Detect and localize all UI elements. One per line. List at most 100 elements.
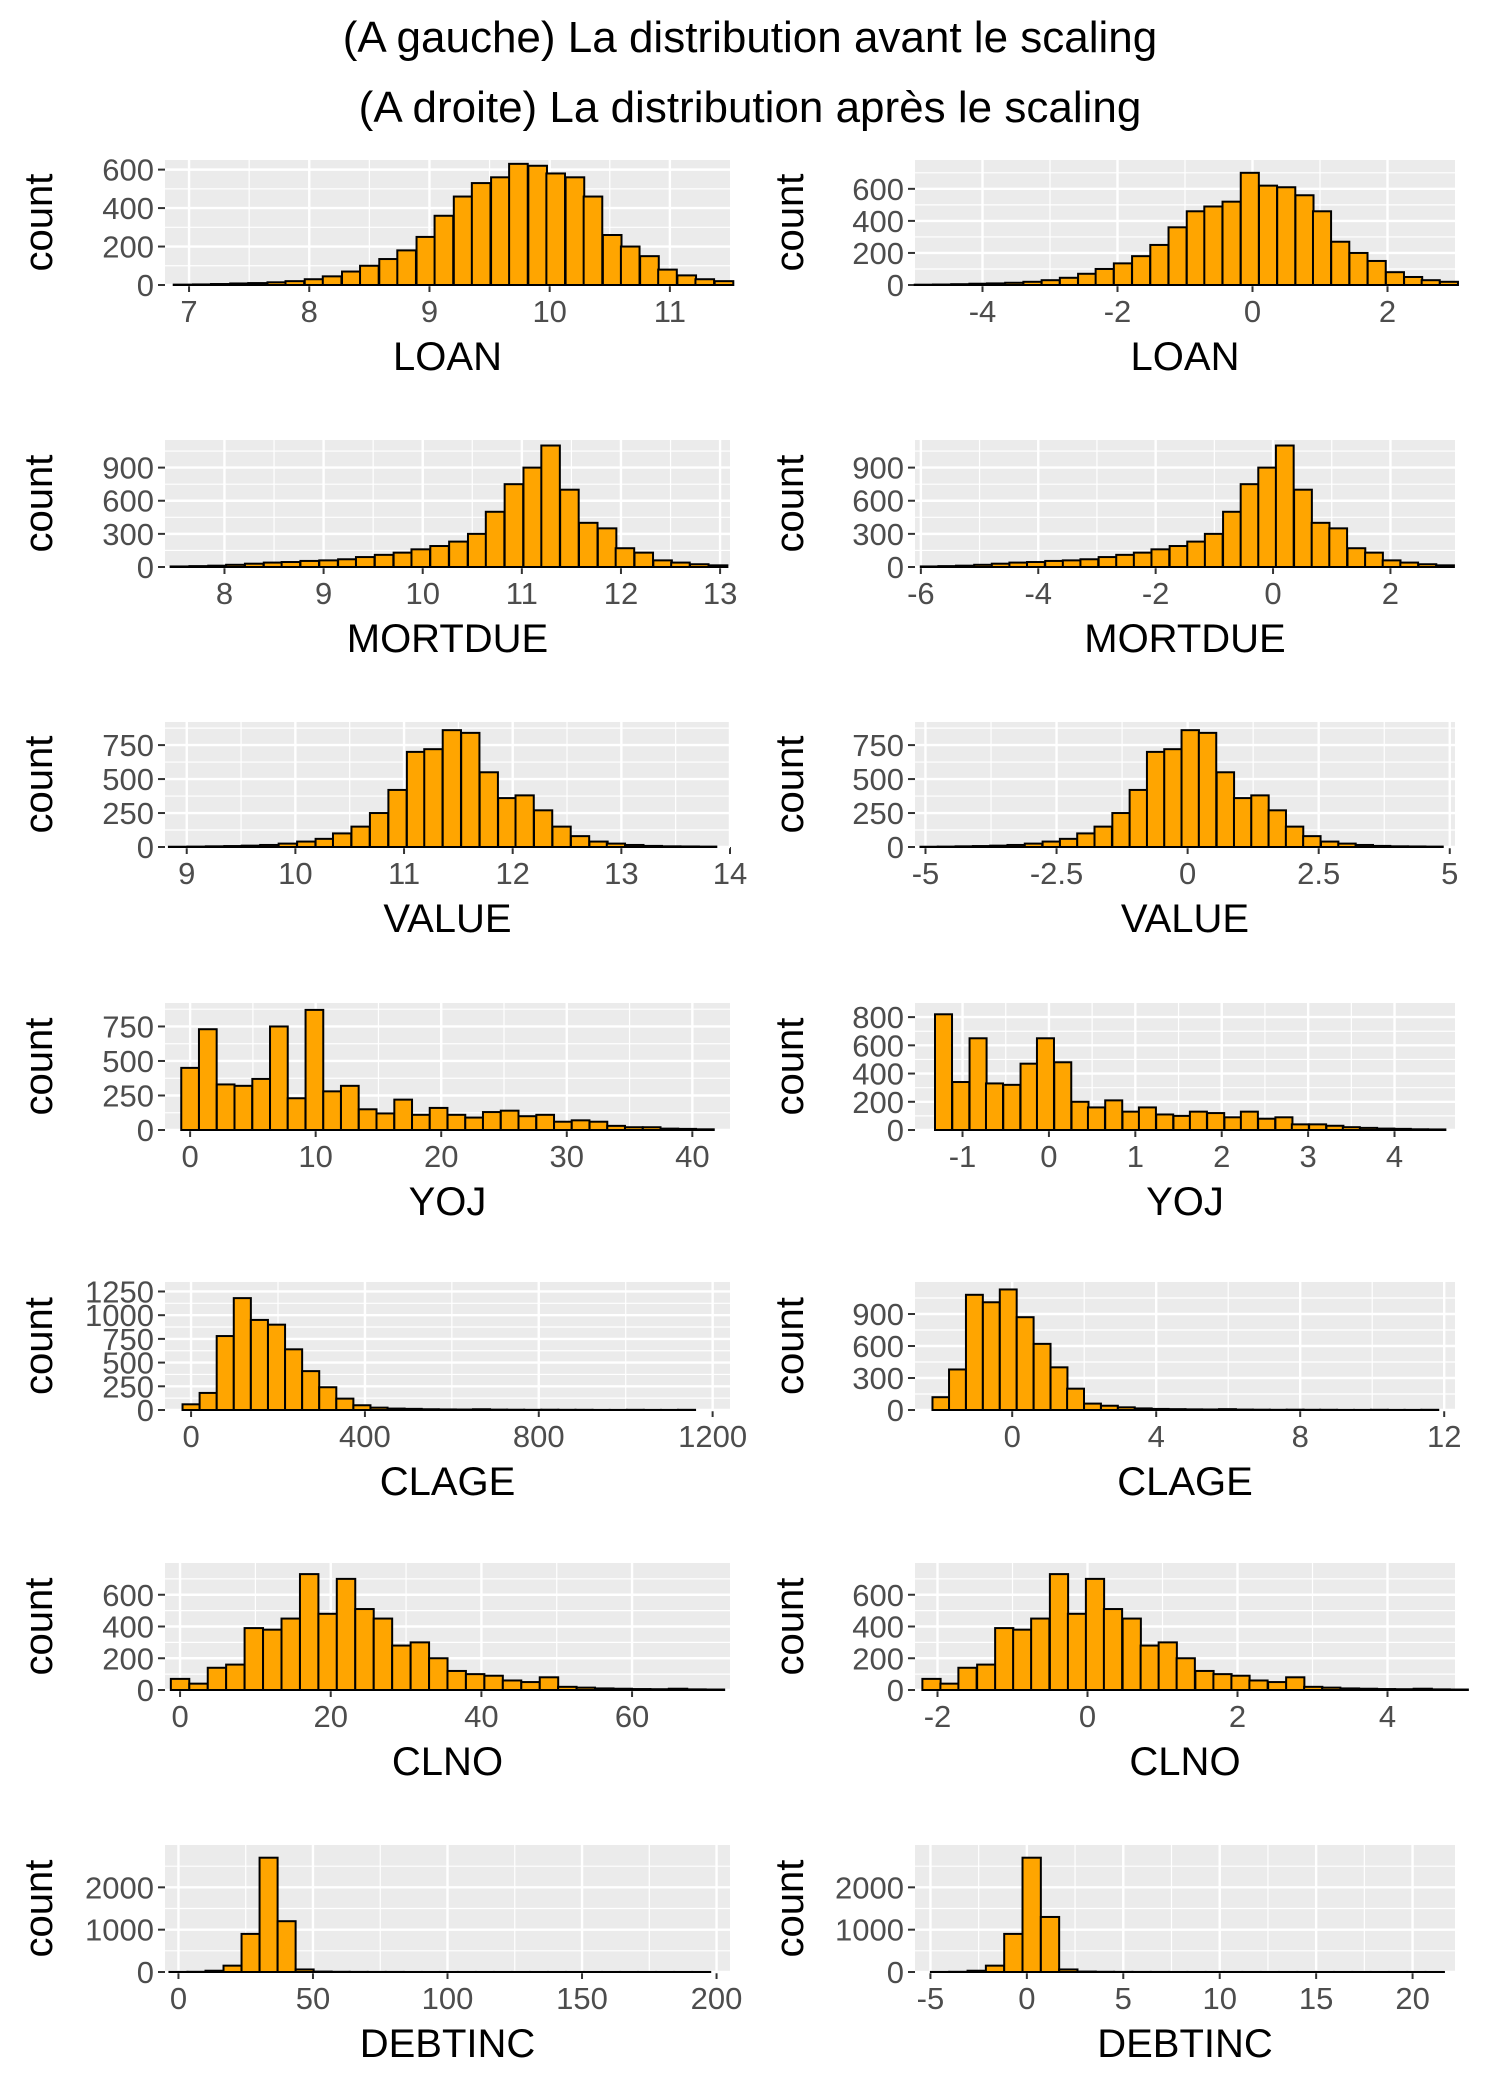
- histogram-bar: [1430, 1688, 1451, 1691]
- histogram-bar: [303, 278, 325, 287]
- x-tick-label: 13: [703, 576, 737, 611]
- histogram-bar: [1058, 837, 1079, 849]
- histogram-bar: [1150, 1407, 1170, 1412]
- histogram-bar: [1070, 1100, 1090, 1132]
- histogram-bar: [605, 842, 627, 849]
- y-tick-label: 500: [102, 1044, 154, 1079]
- histogram-bar: [575, 1686, 597, 1692]
- x-tick-label: 7: [180, 294, 197, 329]
- histogram-bar: [352, 1404, 372, 1412]
- x-tick-label: 20: [1395, 1981, 1429, 2016]
- histogram-bar: [1012, 1628, 1033, 1692]
- histogram-bar: [1066, 1612, 1088, 1692]
- histogram-bar: [1248, 1679, 1269, 1691]
- histogram-bar: [357, 1108, 378, 1131]
- histogram-bar: [448, 540, 469, 568]
- histogram-bar: [659, 1127, 680, 1131]
- x-tick-label: -4: [969, 294, 997, 329]
- x-tick-label: 10: [405, 576, 439, 611]
- histogram-bar: [954, 845, 974, 849]
- histogram-bar: [258, 1856, 279, 1973]
- histogram-bar: [1257, 1117, 1277, 1131]
- x-tick-label: 0: [1244, 294, 1261, 329]
- histogram-bar: [1392, 1127, 1412, 1131]
- x-tick-label: -1: [949, 1139, 977, 1174]
- histogram-bar: [415, 235, 437, 287]
- histogram-bar: [337, 558, 358, 569]
- histogram-bar: [387, 788, 408, 848]
- histogram-bar: [1250, 794, 1270, 849]
- histogram-bar: [481, 1111, 502, 1131]
- histogram-bar: [1319, 840, 1340, 849]
- histogram-bar: [1066, 1387, 1086, 1411]
- histogram-bar: [354, 1608, 375, 1691]
- histogram-bar: [1381, 559, 1402, 568]
- histogram-bar: [527, 164, 548, 286]
- histogram-bar: [1077, 272, 1098, 286]
- y-tick-label: 600: [102, 153, 154, 188]
- y-tick-label: 1000: [85, 1913, 154, 1948]
- histogram-bar: [1435, 564, 1455, 569]
- histogram-bar: [641, 1126, 662, 1132]
- histogram-bar: [393, 1098, 414, 1132]
- histogram-bar: [1168, 545, 1189, 569]
- histogram-bar: [1285, 1676, 1306, 1692]
- histogram-bar: [984, 1082, 1004, 1132]
- histogram-bar: [601, 234, 623, 286]
- x-tick-label: 2: [1229, 1699, 1246, 1734]
- histogram-bar: [1035, 1037, 1055, 1132]
- histogram-bar: [1284, 825, 1305, 849]
- histogram-bar: [532, 809, 554, 849]
- x-tick-label: 20: [424, 1139, 458, 1174]
- x-tick-label: 10: [298, 1139, 332, 1174]
- histogram-bar: [1339, 1687, 1361, 1691]
- x-axis-title: YOJ: [409, 1180, 487, 1224]
- histogram-bar: [284, 280, 306, 286]
- histogram-panel-13: -5 0 5 10 15 20 0 1000 2000 DEBTINC count: [768, 1845, 1455, 2066]
- histogram-bar: [1203, 532, 1224, 569]
- histogram-bar: [1058, 276, 1079, 286]
- histogram-bar: [420, 1408, 440, 1411]
- x-tick-label: 12: [1427, 1419, 1461, 1454]
- histogram-bar: [1128, 788, 1149, 848]
- histogram-bar: [937, 565, 958, 568]
- histogram-bar: [405, 750, 427, 848]
- y-axis-title: count: [17, 736, 61, 834]
- histogram-bar: [1201, 1408, 1221, 1412]
- histogram-bar: [713, 280, 735, 286]
- y-tick-label: 1000: [835, 1913, 904, 1948]
- histogram-bar: [269, 1025, 289, 1132]
- histogram-bar: [1364, 551, 1384, 569]
- y-axis-title: count: [17, 1578, 61, 1676]
- histogram-bar: [676, 274, 698, 286]
- y-tick-label: 200: [102, 230, 154, 265]
- x-tick-label: 150: [556, 1981, 608, 2016]
- histogram-bar: [1112, 262, 1133, 287]
- x-tick-label: 0: [1264, 576, 1281, 611]
- y-axis-title: count: [17, 174, 61, 272]
- y-axis-title: count: [768, 1860, 812, 1958]
- histogram-bar: [386, 1407, 406, 1411]
- x-axis-title: VALUE: [383, 897, 511, 941]
- histogram-bar: [392, 551, 414, 569]
- y-tick-label: 0: [887, 268, 904, 303]
- histogram-bar: [470, 182, 492, 286]
- histogram-bar: [642, 844, 663, 848]
- x-tick-label: 4: [1148, 1419, 1165, 1454]
- y-tick-label: 0: [887, 1393, 904, 1428]
- histogram-bar: [1420, 279, 1441, 287]
- histogram-bar: [1008, 561, 1029, 568]
- histogram-bar: [1099, 1404, 1119, 1411]
- x-tick-label: 60: [615, 1699, 649, 1734]
- x-tick-label: 11: [506, 576, 538, 611]
- histogram-bar: [1197, 731, 1218, 848]
- histogram-bar: [1002, 1083, 1022, 1132]
- histogram-bar: [318, 1386, 338, 1411]
- y-tick-label: 250: [852, 796, 904, 831]
- histogram-bar: [1049, 1366, 1069, 1412]
- histogram-bar: [1389, 845, 1410, 849]
